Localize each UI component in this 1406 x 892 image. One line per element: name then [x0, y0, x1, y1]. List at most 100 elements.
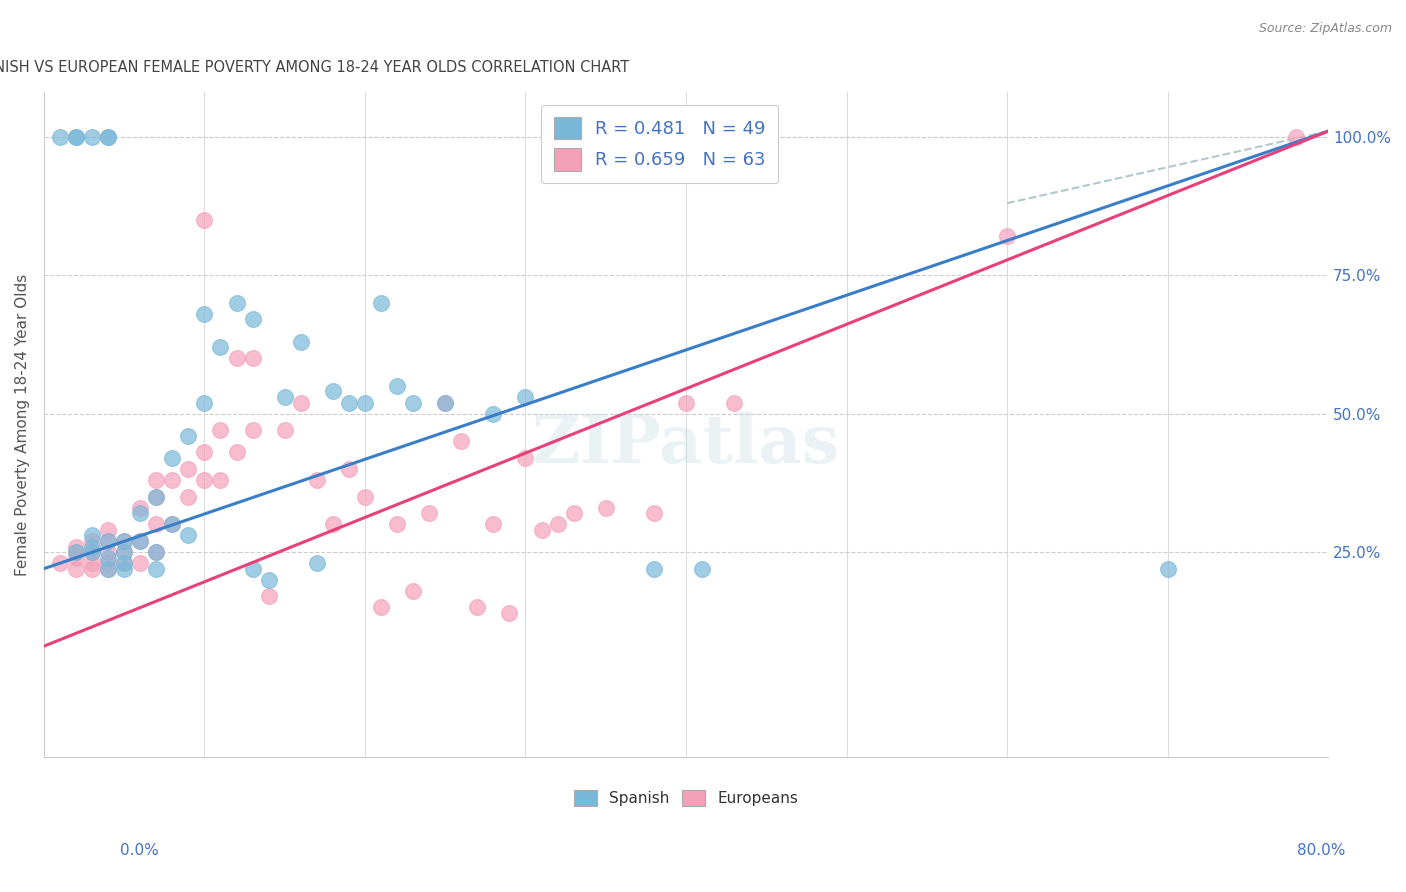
Point — [305, 556, 328, 570]
Point — [49, 556, 72, 570]
Point — [450, 434, 472, 449]
Point — [562, 506, 585, 520]
Point — [112, 533, 135, 548]
Point — [354, 395, 377, 409]
Point — [177, 429, 200, 443]
Point — [723, 395, 745, 409]
Point — [65, 550, 87, 565]
Point — [547, 517, 569, 532]
Point — [643, 506, 665, 520]
Point — [145, 490, 167, 504]
Point — [97, 562, 120, 576]
Point — [112, 556, 135, 570]
Point — [1285, 129, 1308, 144]
Point — [65, 562, 87, 576]
Point — [209, 423, 232, 437]
Point — [370, 600, 392, 615]
Point — [112, 562, 135, 576]
Point — [322, 384, 344, 399]
Point — [80, 556, 103, 570]
Point — [465, 600, 488, 615]
Point — [65, 540, 87, 554]
Point — [162, 517, 184, 532]
Point — [402, 395, 425, 409]
Point — [690, 562, 713, 576]
Point — [65, 129, 87, 144]
Point — [80, 533, 103, 548]
Point — [418, 506, 440, 520]
Point — [97, 523, 120, 537]
Point — [145, 473, 167, 487]
Point — [162, 517, 184, 532]
Point — [177, 490, 200, 504]
Point — [129, 556, 152, 570]
Point — [145, 517, 167, 532]
Point — [675, 129, 697, 144]
Point — [337, 395, 360, 409]
Point — [145, 545, 167, 559]
Point — [354, 490, 377, 504]
Point — [385, 379, 408, 393]
Point — [80, 545, 103, 559]
Point — [257, 573, 280, 587]
Text: 0.0%: 0.0% — [120, 843, 159, 857]
Point — [162, 450, 184, 465]
Point — [177, 462, 200, 476]
Point — [209, 473, 232, 487]
Point — [482, 517, 505, 532]
Point — [97, 533, 120, 548]
Point — [675, 395, 697, 409]
Point — [145, 545, 167, 559]
Legend: Spanish, Europeans: Spanish, Europeans — [568, 784, 804, 813]
Point — [385, 517, 408, 532]
Text: SPANISH VS EUROPEAN FEMALE POVERTY AMONG 18-24 YEAR OLDS CORRELATION CHART: SPANISH VS EUROPEAN FEMALE POVERTY AMONG… — [0, 60, 628, 75]
Point — [193, 445, 215, 459]
Point — [97, 129, 120, 144]
Point — [225, 351, 247, 366]
Point — [257, 590, 280, 604]
Point — [402, 583, 425, 598]
Point — [242, 351, 264, 366]
Point — [97, 129, 120, 144]
Point — [595, 500, 617, 515]
Point — [97, 545, 120, 559]
Point — [273, 390, 295, 404]
Point — [193, 307, 215, 321]
Point — [145, 562, 167, 576]
Point — [80, 545, 103, 559]
Point — [193, 473, 215, 487]
Point — [273, 423, 295, 437]
Point — [515, 450, 537, 465]
Point — [225, 445, 247, 459]
Point — [112, 545, 135, 559]
Point — [65, 129, 87, 144]
Point — [129, 500, 152, 515]
Point — [1156, 562, 1178, 576]
Point — [643, 562, 665, 576]
Point — [290, 334, 312, 349]
Point — [225, 296, 247, 310]
Point — [145, 490, 167, 504]
Point — [97, 562, 120, 576]
Point — [129, 533, 152, 548]
Point — [498, 606, 520, 620]
Point — [242, 423, 264, 437]
Point — [129, 506, 152, 520]
Point — [97, 533, 120, 548]
Point — [112, 545, 135, 559]
Point — [434, 395, 457, 409]
Point — [129, 533, 152, 548]
Point — [80, 528, 103, 542]
Point — [80, 562, 103, 576]
Point — [65, 545, 87, 559]
Text: 80.0%: 80.0% — [1298, 843, 1346, 857]
Point — [209, 340, 232, 354]
Point — [434, 395, 457, 409]
Point — [995, 229, 1018, 244]
Point — [322, 517, 344, 532]
Point — [305, 473, 328, 487]
Point — [65, 545, 87, 559]
Point — [80, 129, 103, 144]
Point — [242, 562, 264, 576]
Point — [112, 556, 135, 570]
